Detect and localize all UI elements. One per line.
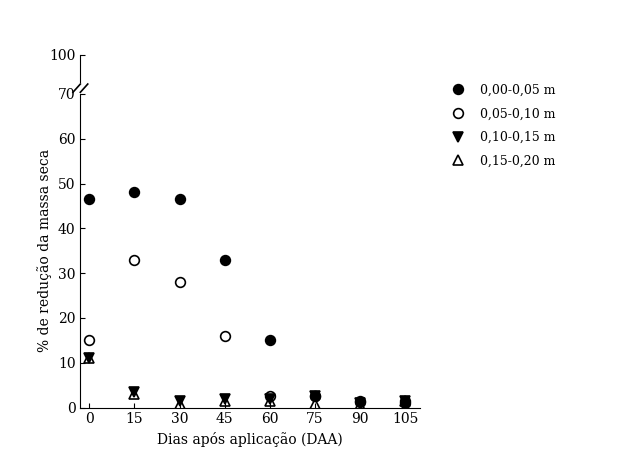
- X-axis label: Dias após aplicação (DAA): Dias após aplicação (DAA): [158, 432, 343, 447]
- Legend: 0,00-0,05 m, 0,05-0,10 m, 0,10-0,15 m, 0,15-0,20 m: 0,00-0,05 m, 0,05-0,10 m, 0,10-0,15 m, 0…: [440, 79, 561, 173]
- Y-axis label: % de redução da massa seca: % de redução da massa seca: [38, 149, 53, 352]
